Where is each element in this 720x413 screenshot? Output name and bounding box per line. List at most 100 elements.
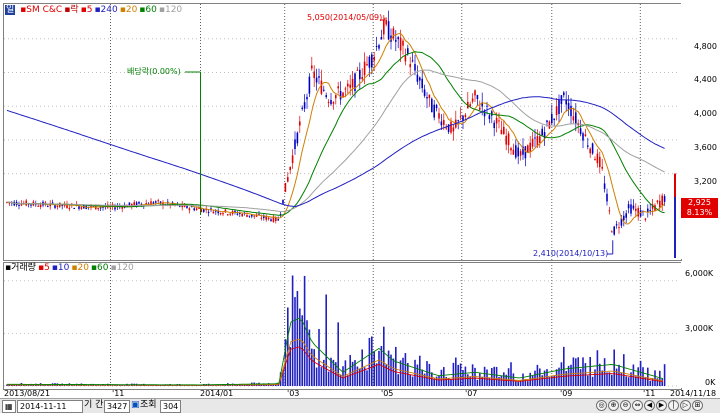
- candle-body: [320, 80, 323, 94]
- candle-body: [589, 148, 591, 154]
- candle-body: [471, 98, 474, 102]
- toolbar-tool-icon[interactable]: ▷: [680, 400, 691, 411]
- volume-bar: [359, 368, 361, 386]
- price-legend-item[interactable]: 120: [164, 5, 183, 15]
- volume-bar: [519, 380, 522, 386]
- volume-bar: [306, 320, 308, 386]
- candle-body: [272, 216, 275, 222]
- price-tick: 3,200: [694, 177, 717, 186]
- candle-body: [157, 200, 159, 202]
- candle-body: [445, 127, 447, 129]
- volume-legend-item[interactable]: 거래량: [11, 263, 36, 273]
- volume-legend-marker-icon: ▪: [71, 263, 78, 273]
- volume-legend-item[interactable]: 10: [57, 263, 70, 273]
- candle-body: [47, 206, 49, 208]
- volume-bar: [15, 385, 18, 386]
- toolbar-tool-icon[interactable]: ◀: [644, 400, 655, 411]
- candle-body: [335, 95, 337, 99]
- volume-bar: [515, 381, 517, 386]
- moving-average-240-line: [6, 96, 665, 208]
- candle-body: [327, 101, 330, 103]
- candle-body: [155, 201, 157, 203]
- volume-legend-item[interactable]: 5: [44, 263, 50, 273]
- candle-body: [637, 208, 639, 217]
- toolbar-tool-icon[interactable]: ◎: [596, 400, 607, 411]
- price-legend-marker-icon: ▪: [158, 5, 165, 15]
- view-input[interactable]: 304: [160, 400, 182, 413]
- volume-bar: [303, 275, 306, 386]
- candle-body: [135, 202, 138, 207]
- volume-bar: [481, 377, 483, 386]
- candle-body: [128, 202, 131, 206]
- candle-body: [356, 69, 359, 71]
- candle-body: [421, 78, 423, 89]
- price-legend-item[interactable]: 60: [145, 5, 157, 15]
- volume-legend-item[interactable]: 20: [77, 263, 89, 273]
- volume-bar: [419, 355, 421, 386]
- candle-body: [531, 138, 534, 147]
- price-legend-item[interactable]: 240: [100, 5, 118, 15]
- price-legend-item[interactable]: 5: [86, 5, 93, 15]
- candle-body: [395, 39, 397, 42]
- volume-legend-item[interactable]: 120: [116, 263, 134, 273]
- candle-body: [188, 208, 191, 211]
- candle-body: [433, 104, 435, 118]
- corner-label[interactable]: 일: [5, 5, 16, 15]
- volume-bar: [488, 377, 491, 386]
- toolbar-tool-icon[interactable]: ▶: [656, 400, 667, 411]
- candle-body: [373, 56, 375, 61]
- volume-legend-marker-icon: ▪: [110, 263, 117, 273]
- candle-body: [212, 211, 215, 214]
- candle-body: [435, 104, 438, 109]
- volume-bar: [59, 385, 61, 386]
- candle-body: [596, 153, 599, 164]
- volume-bar: [282, 369, 284, 386]
- candle-body: [219, 212, 222, 215]
- volume-bar: [603, 358, 606, 386]
- volume-bar: [339, 374, 342, 386]
- volume-legend-item[interactable]: 60: [97, 263, 109, 273]
- candle-body: [469, 104, 471, 107]
- toolbar-tool-icon[interactable]: ⊞: [692, 400, 703, 411]
- toolbar-tool-icon[interactable]: ⊕: [608, 400, 619, 411]
- candle-body: [251, 214, 253, 217]
- volume-bar: [275, 384, 277, 386]
- candle-body: [263, 215, 265, 218]
- view-icon[interactable]: ▣: [131, 400, 140, 410]
- volume-bar: [457, 364, 459, 386]
- candle-body: [447, 124, 450, 132]
- x-axis-label: '07: [465, 389, 478, 398]
- volume-bar: [656, 378, 659, 386]
- price-legend-item[interactable]: SM C&C: [26, 5, 63, 15]
- candle-body: [450, 121, 452, 133]
- x-axis-label: '09: [560, 389, 573, 398]
- candle-body: [541, 128, 543, 136]
- toolbar-tool-icon[interactable]: ⊖: [620, 400, 631, 411]
- volume-bar: [587, 375, 589, 386]
- candle-body: [503, 126, 505, 135]
- candle-body: [411, 60, 414, 62]
- candle-body: [210, 208, 212, 210]
- volume-bar: [615, 368, 618, 386]
- candle-body: [306, 96, 308, 100]
- candle-body: [114, 207, 116, 210]
- candle-body: [457, 120, 459, 122]
- period-input[interactable]: 3427: [104, 400, 131, 413]
- candle-body: [186, 204, 188, 209]
- date-input[interactable]: 2014-11-11: [17, 400, 83, 413]
- toolbar-tool-icon[interactable]: ⇔: [632, 400, 643, 411]
- volume-bar: [443, 367, 445, 386]
- toolbar-tool-icon[interactable]: │: [668, 400, 679, 411]
- candle-body: [404, 55, 407, 62]
- volume-bar: [572, 357, 575, 386]
- candle-body: [529, 142, 531, 152]
- price-legend-item[interactable]: 20: [125, 5, 138, 15]
- price-legend-item[interactable]: 락: [70, 5, 79, 15]
- volume-bar: [423, 373, 426, 386]
- candle-body: [606, 193, 608, 202]
- volume-bar: [551, 375, 553, 386]
- candle-body: [78, 206, 80, 209]
- volume-bar: [383, 326, 385, 386]
- calendar-icon[interactable]: ▦: [2, 400, 16, 413]
- volume-bar: [313, 349, 315, 386]
